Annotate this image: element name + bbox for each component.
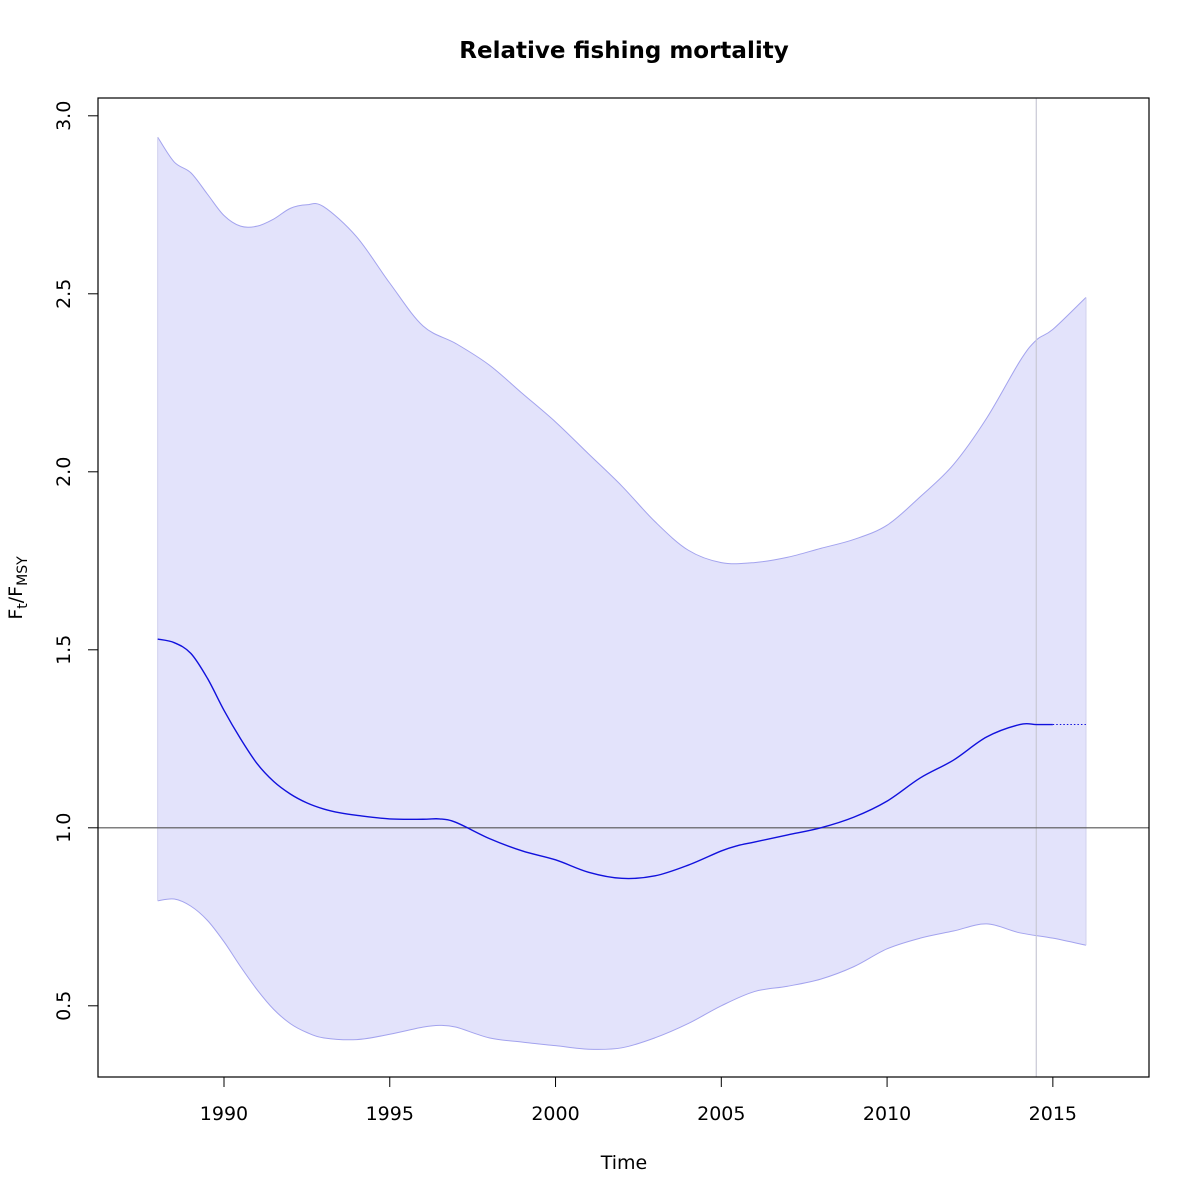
y-tick-label: 3.0 <box>53 101 75 131</box>
y-tick-label: 1.0 <box>53 813 75 843</box>
x-tick-label: 2005 <box>697 1103 745 1125</box>
y-tick-label: 1.5 <box>53 635 75 665</box>
x-axis: 1990 1995 2000 2005 2010 2015 <box>200 1077 1077 1125</box>
x-tick-label: 1990 <box>200 1103 248 1125</box>
y-axis-label-sub2: MSY <box>15 556 31 586</box>
y-axis-label-main: F <box>5 609 27 620</box>
estimate-line <box>157 638 1053 880</box>
upper-ci-line <box>157 136 1087 565</box>
plot-area <box>98 98 1149 1077</box>
y-tick-label: 2.5 <box>53 279 75 309</box>
x-tick-label: 2015 <box>1029 1103 1077 1125</box>
lower-ci-line <box>157 898 1087 1050</box>
y-axis-label-sub1: t <box>15 603 31 609</box>
x-axis-label: Time <box>600 1152 648 1174</box>
chart-title: Relative fishing mortality <box>459 38 788 64</box>
y-axis: 0.5 1.0 1.5 2.0 2.5 3.0 <box>53 101 98 1021</box>
confidence-band <box>157 137 1087 1050</box>
x-tick-label: 2000 <box>531 1103 579 1125</box>
y-axis-label: Ft/FMSY <box>5 556 31 620</box>
y-tick-label: 2.0 <box>53 457 75 487</box>
x-tick-label: 1995 <box>366 1103 414 1125</box>
plot-frame <box>97 97 1150 1078</box>
x-tick-label: 2010 <box>863 1103 911 1125</box>
y-tick-label: 0.5 <box>53 991 75 1021</box>
y-axis-label-sep: /F <box>5 586 27 603</box>
